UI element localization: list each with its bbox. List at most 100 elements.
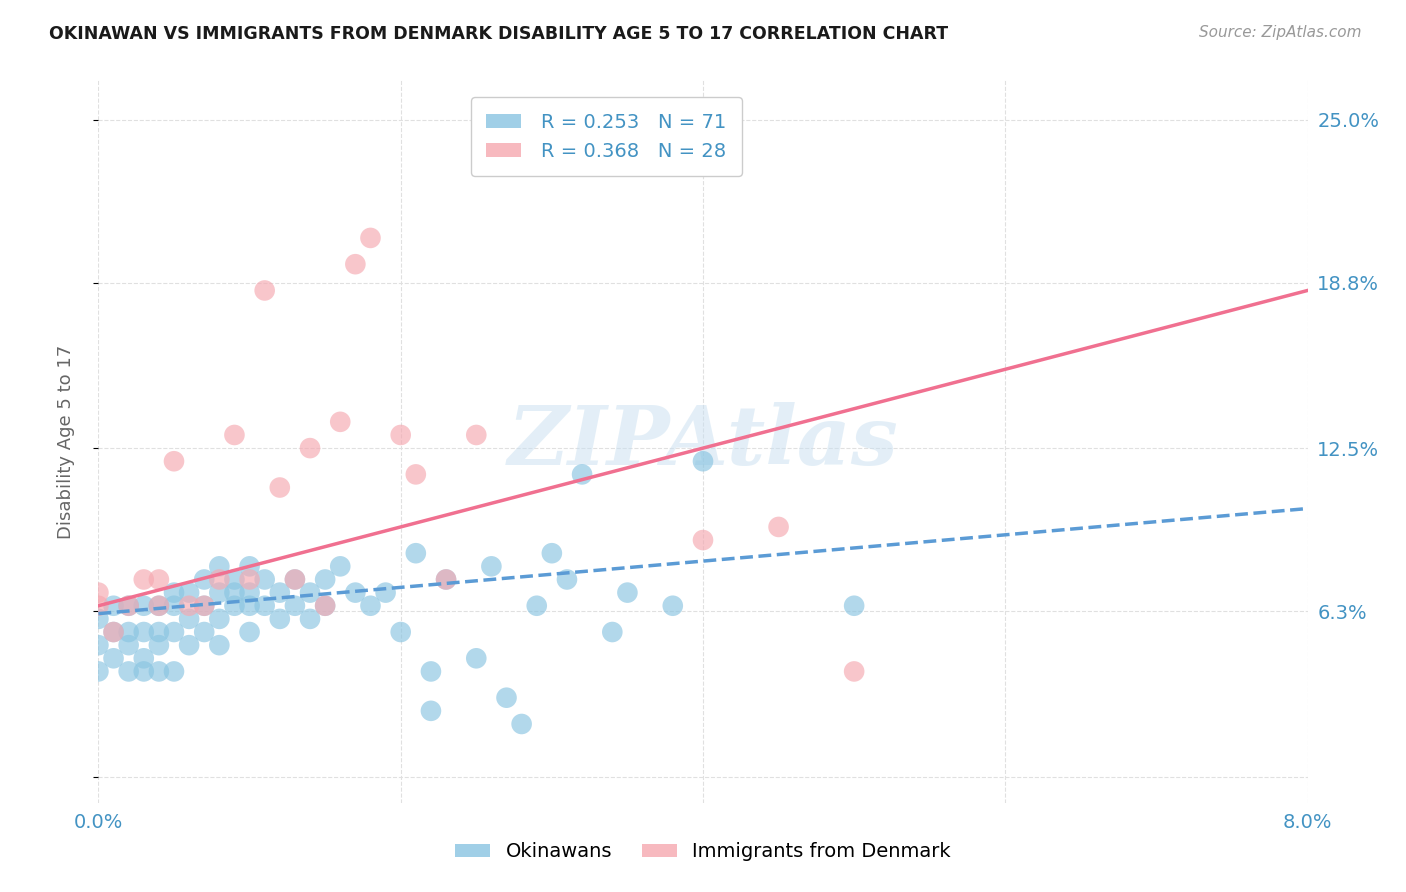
Point: [253, 284, 276, 298]
Point: [193, 599, 215, 613]
Point: [193, 625, 215, 640]
Point: [465, 428, 488, 442]
Point: [555, 573, 578, 587]
Point: [103, 599, 125, 613]
Point: [118, 625, 141, 640]
Point: [224, 599, 246, 613]
Point: [465, 651, 488, 665]
Point: [616, 585, 638, 599]
Point: [148, 599, 170, 613]
Text: Source: ZipAtlas.com: Source: ZipAtlas.com: [1198, 25, 1361, 40]
Point: [148, 599, 170, 613]
Point: [284, 573, 307, 587]
Point: [179, 638, 201, 652]
Point: [208, 573, 231, 587]
Point: [692, 533, 714, 547]
Point: [434, 573, 457, 587]
Point: [118, 638, 141, 652]
Point: [118, 599, 141, 613]
Point: [179, 585, 201, 599]
Point: [87, 665, 110, 679]
Point: [844, 599, 866, 613]
Point: [179, 612, 201, 626]
Point: [314, 599, 336, 613]
Point: [253, 599, 276, 613]
Point: [540, 546, 562, 560]
Point: [103, 625, 125, 640]
Point: [269, 585, 291, 599]
Point: [179, 599, 201, 613]
Point: [389, 428, 412, 442]
Point: [344, 585, 367, 599]
Point: [510, 717, 533, 731]
Point: [329, 415, 352, 429]
Point: [148, 573, 170, 587]
Point: [148, 638, 170, 652]
Point: [481, 559, 503, 574]
Point: [163, 454, 186, 468]
Point: [420, 665, 443, 679]
Point: [420, 704, 443, 718]
Point: [208, 612, 231, 626]
Point: [132, 665, 155, 679]
Point: [148, 665, 170, 679]
Legend: Okinawans, Immigrants from Denmark: Okinawans, Immigrants from Denmark: [447, 834, 959, 869]
Point: [269, 612, 291, 626]
Point: [571, 467, 593, 482]
Point: [163, 599, 186, 613]
Point: [208, 585, 231, 599]
Point: [239, 625, 262, 640]
Point: [208, 559, 231, 574]
Point: [360, 231, 382, 245]
Legend: R = 0.253   N = 71, R = 0.368   N = 28: R = 0.253 N = 71, R = 0.368 N = 28: [471, 97, 742, 176]
Point: [405, 467, 427, 482]
Point: [132, 599, 155, 613]
Point: [329, 559, 352, 574]
Point: [314, 573, 336, 587]
Point: [118, 665, 141, 679]
Y-axis label: Disability Age 5 to 17: Disability Age 5 to 17: [56, 344, 75, 539]
Text: OKINAWAN VS IMMIGRANTS FROM DENMARK DISABILITY AGE 5 TO 17 CORRELATION CHART: OKINAWAN VS IMMIGRANTS FROM DENMARK DISA…: [49, 25, 948, 43]
Point: [193, 573, 215, 587]
Point: [87, 638, 110, 652]
Point: [360, 599, 382, 613]
Point: [299, 612, 322, 626]
Point: [224, 585, 246, 599]
Point: [434, 573, 457, 587]
Point: [208, 638, 231, 652]
Point: [87, 599, 110, 613]
Point: [132, 573, 155, 587]
Point: [103, 625, 125, 640]
Point: [692, 454, 714, 468]
Point: [389, 625, 412, 640]
Point: [526, 599, 548, 613]
Point: [374, 585, 396, 599]
Point: [768, 520, 790, 534]
Point: [163, 585, 186, 599]
Point: [118, 599, 141, 613]
Point: [314, 599, 336, 613]
Point: [239, 585, 262, 599]
Point: [661, 599, 683, 613]
Text: ZIPAtlas: ZIPAtlas: [508, 401, 898, 482]
Point: [87, 585, 110, 599]
Point: [224, 428, 246, 442]
Point: [284, 599, 307, 613]
Point: [284, 573, 307, 587]
Point: [299, 441, 322, 455]
Point: [239, 599, 262, 613]
Point: [844, 665, 866, 679]
Point: [103, 651, 125, 665]
Point: [253, 573, 276, 587]
Point: [299, 585, 322, 599]
Point: [132, 625, 155, 640]
Point: [148, 625, 170, 640]
Point: [87, 612, 110, 626]
Point: [239, 559, 262, 574]
Point: [495, 690, 517, 705]
Point: [132, 651, 155, 665]
Point: [163, 625, 186, 640]
Point: [344, 257, 367, 271]
Point: [239, 573, 262, 587]
Point: [405, 546, 427, 560]
